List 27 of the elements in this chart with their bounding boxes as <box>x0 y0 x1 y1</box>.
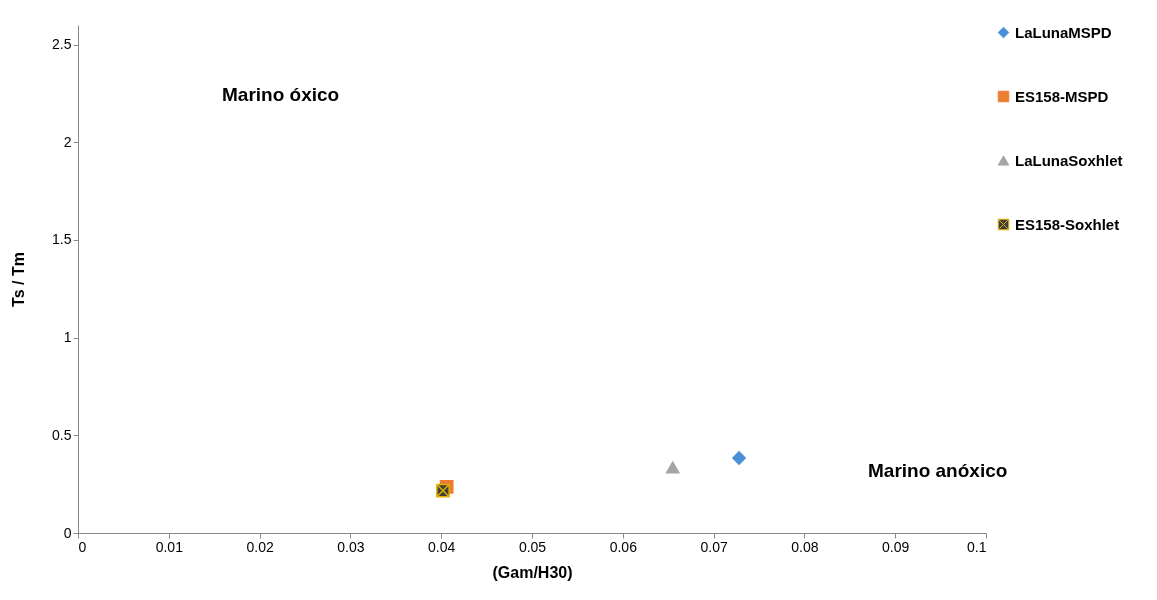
x-tick-label: 0.08 <box>791 538 819 555</box>
y-tick-label: 2.5 <box>52 36 72 53</box>
x-tick-label: 0 <box>78 538 87 555</box>
y-tick-label: 2 <box>63 133 72 150</box>
y-axis-title: Ts / Tm <box>10 252 28 307</box>
x-tick-label: 0.09 <box>882 538 910 555</box>
x-tick-label: 0.04 <box>428 538 456 555</box>
x-axis-title: (Gam/H30) <box>492 563 573 581</box>
legend-label: LaLunaMSPD <box>1015 23 1112 41</box>
x-tick-label: 0.05 <box>518 538 547 555</box>
y-tick-label: 1 <box>63 329 72 346</box>
x-tick-label: 0.02 <box>246 538 274 555</box>
x-tick-label: 0.06 <box>609 538 638 555</box>
x-tick-label: 0.07 <box>700 538 728 555</box>
x-tick-label: 0.01 <box>155 538 184 555</box>
legend-label: ES158-MSPD <box>1015 87 1109 105</box>
y-tick-label: 0 <box>63 524 72 541</box>
annotation: Marino anóxico <box>868 460 1008 481</box>
legend-label: LaLunaSoxhlet <box>1015 151 1123 169</box>
annotation: Marino óxico <box>222 84 340 105</box>
x-tick-label: 0.1 <box>967 538 987 555</box>
legend-label: ES158-Soxhlet <box>1015 215 1120 233</box>
x-tick-label: 0.03 <box>337 538 365 555</box>
y-tick-label: 0.5 <box>52 426 72 443</box>
point <box>732 451 746 465</box>
point <box>665 461 680 474</box>
y-tick-label: 1.5 <box>52 231 72 248</box>
